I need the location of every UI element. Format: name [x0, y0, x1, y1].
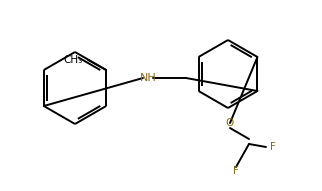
Text: CH₃: CH₃	[63, 55, 82, 65]
Text: F: F	[270, 142, 276, 152]
Text: NH: NH	[140, 73, 156, 83]
Text: F: F	[233, 166, 239, 176]
Text: O: O	[226, 118, 234, 128]
